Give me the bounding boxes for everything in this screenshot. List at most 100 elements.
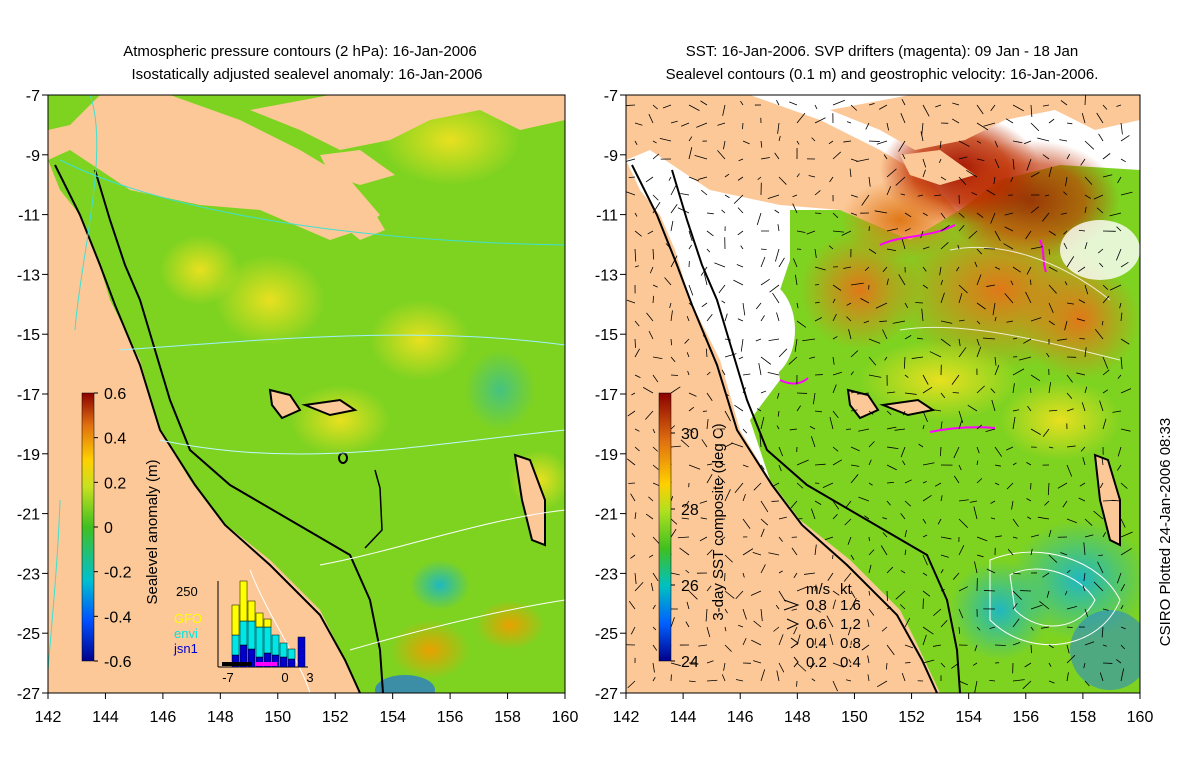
colorbar-tick-label: -0.4 [104, 609, 132, 626]
velocity-arrow [1084, 194, 1091, 199]
velocity-arrow [1042, 572, 1050, 578]
velocity-arrow [1006, 320, 1014, 323]
velocity-arrow [814, 301, 820, 304]
velocity-arrow [694, 155, 708, 160]
velocity-arrow [752, 552, 762, 556]
velocity-arrow [670, 528, 677, 538]
velocity-arrow [1066, 569, 1071, 574]
velocity-arrow [1030, 644, 1032, 654]
velocity-arrow [776, 392, 780, 399]
velocity-arrow [701, 189, 708, 196]
velocity-arrow [1012, 409, 1020, 412]
right-y-axis: -7 -9 -11 -13 -15 -17 -19 -21 -23 -25 -27 [595, 88, 626, 703]
velocity-arrow [1012, 266, 1021, 273]
velocity-arrow [646, 312, 654, 322]
x-tick-label: 148 [207, 709, 234, 726]
velocity-arrow [850, 554, 855, 560]
velocity-arrow [860, 297, 870, 304]
velocity-arrow [1084, 242, 1088, 250]
velocity-arrow [628, 176, 636, 178]
velocity-arrow [791, 547, 798, 556]
velocity-arrow [634, 248, 637, 262]
velocity-arrow [1048, 320, 1055, 326]
velocity-arrow [775, 248, 780, 262]
velocity-arrow [918, 443, 924, 448]
velocity-arrow [973, 506, 978, 520]
velocity-arrow [904, 500, 912, 507]
velocity-arrow [652, 428, 656, 434]
velocity-arrow [974, 261, 978, 268]
velocity-arrow [670, 425, 676, 430]
velocity-arrow [921, 122, 924, 136]
velocity-arrow [844, 518, 852, 526]
velocity-arrow [826, 615, 834, 628]
velocity-arrow [699, 500, 708, 504]
velocity-arrow [922, 374, 929, 385]
velocity-arrow [1044, 194, 1050, 197]
velocity-arrow [757, 176, 762, 181]
velocity-arrow [740, 338, 744, 352]
velocity-arrow [630, 493, 636, 502]
velocity-arrow [1066, 122, 1073, 125]
velocity-arrow [796, 586, 808, 592]
colorbar-tick-label: 0.4 [104, 431, 126, 448]
velocity-arrow [886, 644, 895, 656]
velocity-arrow [1048, 284, 1057, 294]
velocity-arrow [868, 374, 882, 378]
velocity-arrow [929, 351, 942, 358]
velocity-arrow [1048, 529, 1052, 538]
velocity-arrow [879, 320, 888, 322]
velocity-arrow [626, 191, 636, 196]
velocity-arrow [940, 292, 945, 304]
y-tick-label: -23 [17, 566, 40, 583]
velocity-arrow [1099, 672, 1104, 682]
velocity-arrow [1012, 337, 1018, 340]
velocity-arrow [760, 669, 766, 682]
velocity-arrow [724, 392, 729, 397]
velocity-arrow [670, 220, 674, 232]
velocity-arrow [832, 446, 839, 452]
velocity-legend-kt: 1.2 [840, 616, 861, 633]
velocity-arrow [668, 176, 672, 181]
velocity-arrow [958, 680, 968, 686]
y-tick-label: -23 [595, 566, 618, 583]
velocity-arrow [1084, 641, 1095, 646]
velocity-arrow [850, 590, 856, 599]
velocity-arrow [1102, 418, 1107, 430]
velocity-arrow [724, 626, 727, 632]
colorbar-tick-label: 0 [104, 520, 113, 537]
velocity-arrow [1081, 112, 1086, 124]
velocity-arrow [958, 347, 967, 358]
velocity-arrow [976, 302, 986, 310]
velocity-arrow [688, 464, 701, 470]
velocity-arrow [742, 494, 746, 502]
velocity-arrow [1076, 372, 1086, 376]
velocity-arrow [922, 246, 930, 250]
velocity-arrow [886, 464, 897, 471]
velocity-arrow [1101, 320, 1104, 326]
inset-bar [279, 642, 288, 658]
inset-bar [231, 604, 240, 636]
velocity-arrow [922, 634, 927, 646]
velocity-arrow [1023, 140, 1032, 145]
velocity-arrow [868, 356, 877, 366]
velocity-arrow [901, 672, 906, 682]
velocity-arrow [994, 266, 1001, 270]
velocity-arrow [922, 590, 931, 597]
velocity-arrow [652, 201, 661, 214]
velocity-arrow [937, 518, 942, 525]
velocity-arrow [630, 626, 636, 635]
velocity-arrow [902, 153, 906, 160]
velocity-arrow [940, 338, 951, 347]
velocity-arrow [1012, 618, 1020, 628]
velocity-arrow [922, 410, 928, 422]
velocity-arrow [1084, 176, 1093, 185]
velocity-arrow [1046, 352, 1050, 358]
velocity-arrow [1117, 176, 1122, 184]
inset-bar [255, 612, 264, 628]
velocity-arrow [951, 374, 960, 385]
velocity-arrow [706, 371, 711, 376]
velocity-arrow [1026, 498, 1032, 502]
velocity-arrow [1025, 230, 1032, 240]
left-x-axis: 142 144 146 148 150 152 154 156 158 160 [35, 693, 578, 726]
